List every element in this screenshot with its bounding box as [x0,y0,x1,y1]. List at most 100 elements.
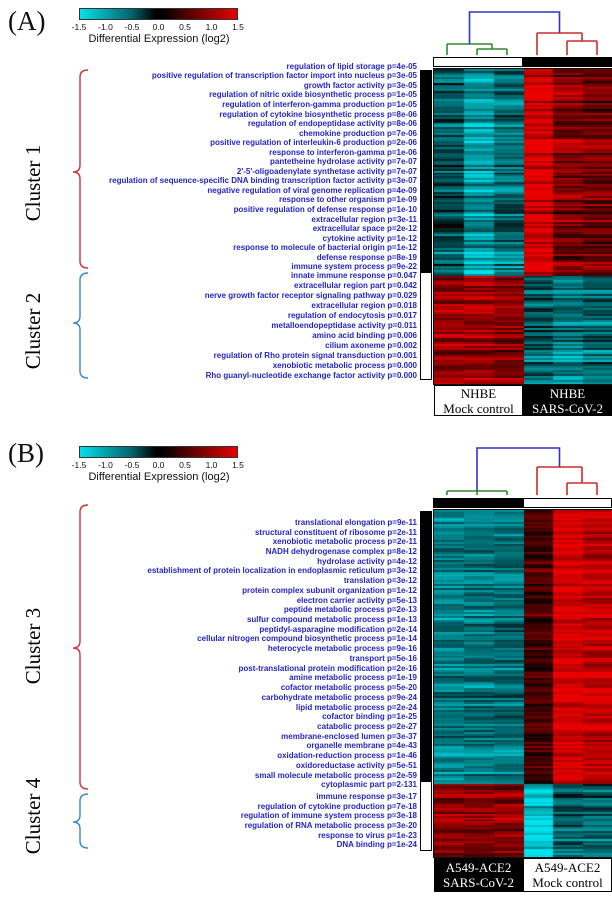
colorbar-tick: 0.5 [179,22,191,32]
column-label-line2: Mock control [532,875,603,890]
go-term-label: pantetheine hydrolase activity p=7e-07 [30,157,417,167]
go-term-label: NADH dehydrogenase complex p=8e-12 [30,547,417,557]
column-label-line2: Mock control [443,400,514,416]
cluster-sidebar [420,70,432,380]
go-term-text: oxidoreductase activity p=5e-51 [295,760,417,770]
go-term-list-cluster-4: immune response p=3e-17 regulation of cyt… [30,792,417,850]
colorbar-tick: 1.5 [232,22,244,32]
go-term-label: post-translational protein modification … [30,664,417,674]
go-term-text: cofactor binding p=1e-25 [322,712,417,722]
go-term-text: electron carrier activity p=5e-13 [296,595,417,605]
go-term-label: establishment of protein localization in… [30,567,417,577]
go-term-text: extracellular region part p=0.042 [294,281,417,290]
colorbar-tick: 1.0 [205,460,218,470]
go-term-label: cofactor binding p=1e-25 [30,712,417,722]
go-term-label: cellular nitrogen compound biosynthetic … [30,635,417,645]
column-label-line2: SARS-CoV-2 [531,400,604,416]
go-term-text: transport p=5e-16 [349,653,417,663]
go-term-label: response to interferon-gamma p=1e-06 [30,148,417,158]
colorbar-tick: 1.0 [205,22,218,32]
go-term-text: sulfur compound metabolic process p=1e-1… [246,615,417,625]
go-term-label: cytoplasmic part p=2-131 [30,780,417,790]
go-term-text: carbohydrate metabolic process p=9e-24 [261,692,417,702]
go-term-label: positive regulation of defense response … [30,205,417,215]
go-term-text: DNA binding p=1e-24 [336,840,417,850]
go-term-text: regulation of nitric oxide biosynthetic … [209,90,417,100]
dendrogram-branch [476,447,561,491]
go-term-text: amino acid binding p=0.006 [312,331,417,340]
go-term-text: innate immune response p=0.047 [290,271,417,280]
go-term-text: xenobiotic metabolic process p=2e-11 [272,537,417,547]
go-term-text: regulation of sequence-specific DNA bind… [109,176,417,186]
column-label-nhbe-mock: NHBE Mock control [434,385,523,416]
go-term-label: amine metabolic process p=1e-19 [30,674,417,684]
go-term-text: positive regulation of interleukin-6 pro… [210,138,417,148]
cluster-2-label: Cluster 2 [21,292,45,370]
go-term-label: extracellular region part p=0.042 [30,281,417,291]
go-term-label: extracellular region p=0.018 [30,301,417,311]
panel-b-label: (B) [8,438,44,468]
colorbar-title: Differential Expression (log2) [88,33,230,45]
go-term-list-cluster-2: innate immune response p=0.047 extracellu… [30,271,417,381]
go-term-text: regulation of cytokine production p=7e-1… [257,801,417,811]
colorbar-tick: 0.0 [152,460,165,470]
go-term-text: growth factor activity p=3e-05 [303,80,417,90]
column-label-line1: NHBE [460,385,497,401]
go-term-text: response to other organism p=1e-09 [278,195,417,205]
go-term-text: hydrolase activity p=4e-12 [317,556,417,566]
go-term-label: immune response p=3e-17 [30,792,417,802]
dendrogram-branch [446,43,508,55]
go-term-label: response to virus p=1e-23 [30,831,417,841]
go-term-text: organelle membrane p=4e-43 [306,741,418,751]
go-term-text: extracellular space p=2e-12 [312,224,417,234]
go-term-text: metalloendopeptidase activity p=0.011 [271,321,417,330]
colorbar-tick: -1.5 [71,460,87,470]
column-group-header-bar [433,57,612,67]
go-term-text: regulation of immune system process p=3e… [240,811,417,821]
go-term-label: oxidation-reduction process p=1e-46 [30,751,417,761]
go-term-label: cofactor metabolic process p=5e-20 [30,683,417,693]
go-term-list-cluster-1: regulation of lipid storage p=4e-05 posit… [30,62,417,272]
go-term-text: cellular nitrogen compound biosynthetic … [197,634,417,644]
column-label-a549-mock: A549-ACE2 Mock control [523,858,612,892]
go-term-label: 2'-5'-oligoadenylate synthetase activity… [30,167,417,177]
go-term-text: regulation of endopeptidase activity p=8… [247,119,417,129]
go-term-label: growth factor activity p=3e-05 [30,81,417,91]
column-group-bar-dark [522,57,612,67]
go-term-text: structural constituent of ribosome p=2e-… [254,527,417,537]
column-label-line1: NHBE [549,385,586,401]
colorbar-gradient [79,8,238,20]
go-term-text: positive regulation of transcription fac… [151,71,417,81]
go-term-label: catabolic process p=2e-27 [30,722,417,732]
go-term-label: regulation of endopeptidase activity p=8… [30,119,417,129]
go-term-text: immune system process p=9e-22 [291,262,417,272]
go-term-label: metalloendopeptidase activity p=0.011 [30,321,417,331]
go-term-label: positive regulation of interleukin-6 pro… [30,138,417,148]
go-term-label: DNA binding p=1e-24 [30,840,417,850]
go-term-label: cytokine activity p=1e-12 [30,234,418,244]
colorbar-tick: 0.0 [152,22,165,32]
go-term-label: negative regulation of viral genome repl… [30,186,417,196]
column-label-nhbe-sars: NHBE SARS-CoV-2 [523,385,612,416]
go-term-text: protein complex subunit organization p=1… [242,585,417,595]
go-term-label: extracellular region p=3e-11 [30,215,417,225]
go-term-label: response to other organism p=1e-09 [30,196,417,206]
go-term-label: regulation of interferon-gamma productio… [30,100,417,110]
go-term-label: regulation of endocytosis p=0.017 [30,311,417,321]
heatmap [433,68,612,385]
go-term-label: protein complex subunit organization p=1… [30,586,417,596]
go-term-label: hydrolase activity p=4e-12 [30,557,417,567]
go-term-label: regulation of cytokine production p=7e-1… [30,802,417,812]
go-term-text: catabolic process p=2e-27 [317,721,417,731]
colorbar-tick: -0.5 [124,460,140,470]
go-term-label: structural constituent of ribosome p=2e-… [30,528,417,538]
go-term-label: lipid metabolic process p=2e-24 [30,703,417,713]
column-group-header-bar [433,498,612,508]
go-term-text: regulation of endocytosis p=0.017 [287,311,417,320]
go-term-text: regulation of Rho protein signal transdu… [213,351,417,360]
go-term-label: extracellular space p=2e-12 [30,224,417,234]
go-term-label: regulation of Rho protein signal transdu… [30,351,417,361]
go-term-label: regulation of sequence-specific DNA bind… [30,177,417,187]
go-term-text: small molecule metabolic process p=2e-59 [254,770,417,780]
dendrogram-branch [446,490,508,495]
